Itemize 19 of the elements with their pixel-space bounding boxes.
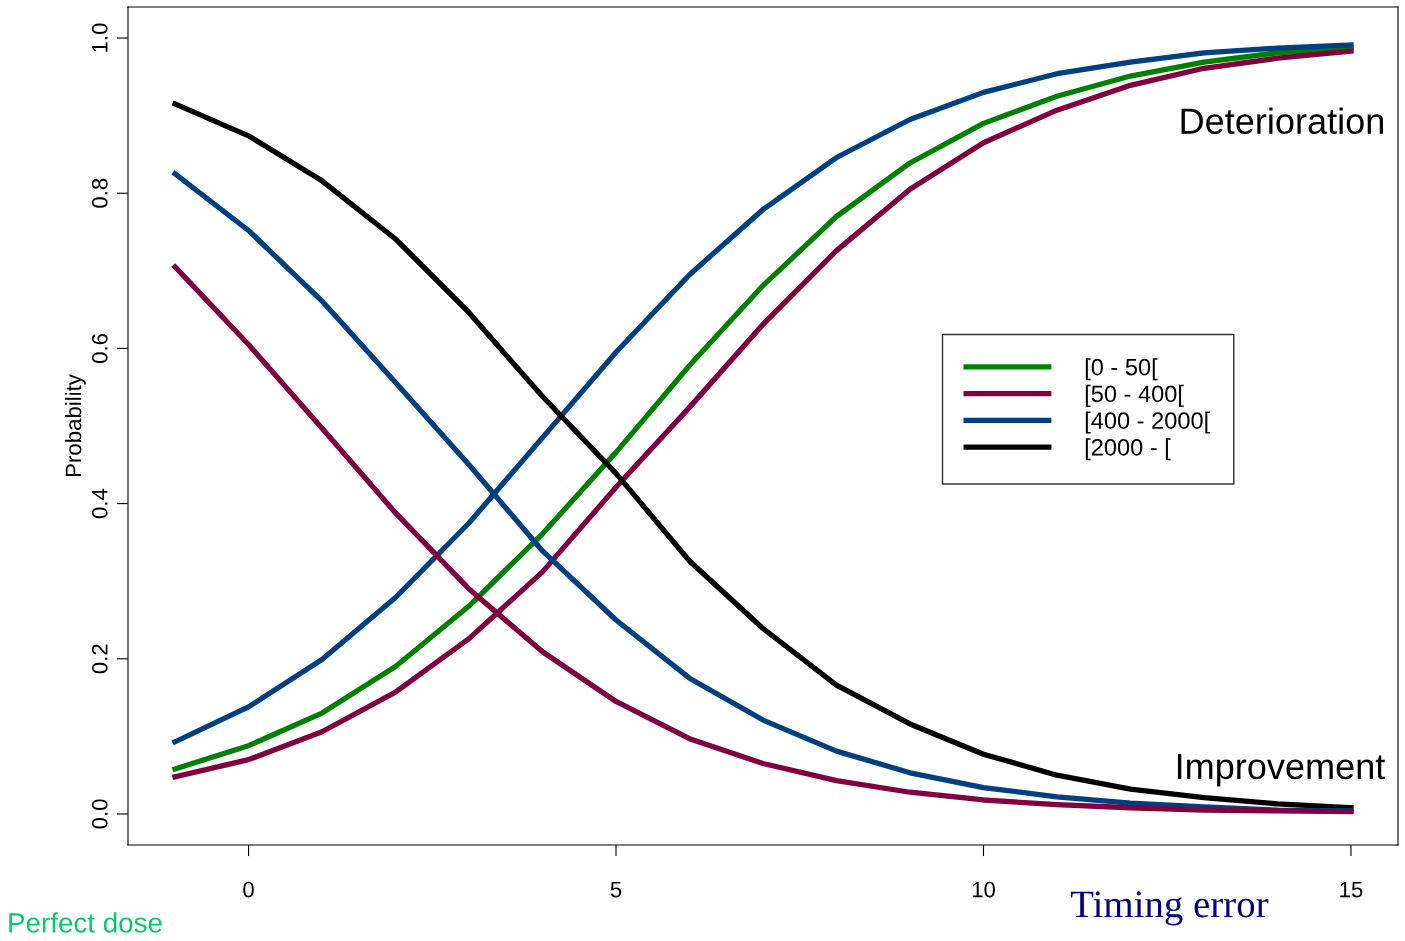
x-tick-label: 15 xyxy=(1340,881,1363,898)
legend-label: [0 - 50[ xyxy=(1085,358,1158,381)
y-axis-title: Probability xyxy=(65,374,86,477)
x-axis-title: Timing error xyxy=(1070,891,1269,926)
legend-label: [50 - 400[ xyxy=(1085,384,1184,407)
annotation: Deterioration xyxy=(1181,107,1383,135)
y-tick-label: 0.6 xyxy=(91,333,108,363)
x-tick-label: 10 xyxy=(972,881,995,898)
x-tick-label: 0 xyxy=(243,881,254,898)
x-tick-label: 5 xyxy=(610,881,622,898)
y-tick-label: 0.0 xyxy=(91,799,108,829)
y-tick-label: 0.2 xyxy=(91,644,108,674)
annotation: Improvement xyxy=(1177,754,1386,787)
y-tick-label: 1.0 xyxy=(91,23,108,52)
y-tick-label: 0.8 xyxy=(91,178,108,208)
text: Perfect dose xyxy=(9,912,162,933)
legend-label: [400 - 2000[ xyxy=(1085,411,1211,434)
y-tick-label: 0.4 xyxy=(91,488,108,519)
legend-label: [2000 - [ xyxy=(1085,438,1171,461)
